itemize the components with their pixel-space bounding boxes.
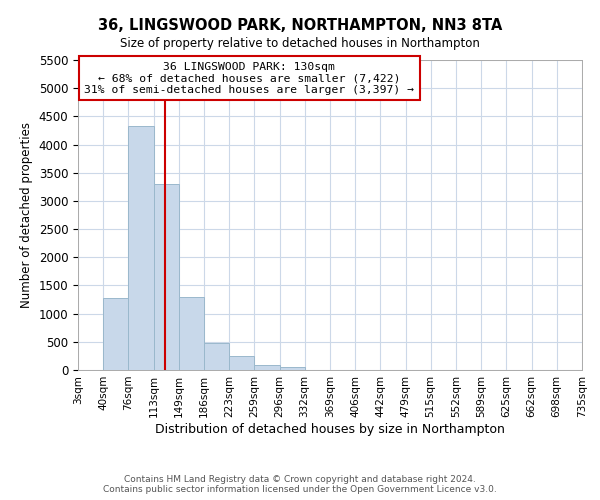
Bar (280, 367, 305, 370)
Bar (128, 126, 154, 370)
Text: Contains HM Land Registry data © Crown copyright and database right 2024.
Contai: Contains HM Land Registry data © Crown c… (103, 474, 497, 494)
Y-axis label: Number of detached properties: Number of detached properties (20, 122, 33, 308)
Text: 36, LINGSWOOD PARK, NORTHAMPTON, NN3 8TA: 36, LINGSWOOD PARK, NORTHAMPTON, NN3 8TA (98, 18, 502, 32)
Text: 36 LINGSWOOD PARK: 130sqm
← 68% of detached houses are smaller (7,422)
31% of se: 36 LINGSWOOD PARK: 130sqm ← 68% of detac… (85, 62, 415, 95)
Bar (179, 298, 204, 370)
Bar (254, 365, 280, 370)
X-axis label: Distribution of detached houses by size in Northampton: Distribution of detached houses by size … (155, 422, 505, 436)
Bar (204, 343, 229, 370)
Bar (103, 298, 128, 370)
Bar (229, 356, 254, 370)
Text: Size of property relative to detached houses in Northampton: Size of property relative to detached ho… (120, 38, 480, 51)
Bar (154, 184, 179, 370)
